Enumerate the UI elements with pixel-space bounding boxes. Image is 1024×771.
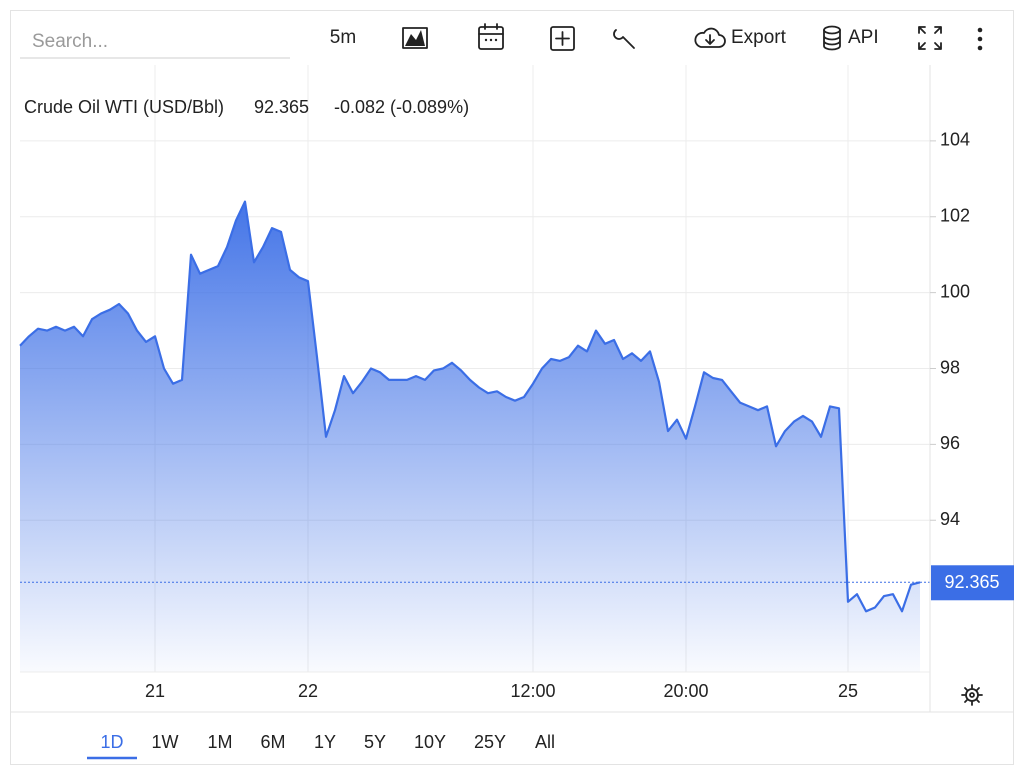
range-button[interactable]: 1Y (314, 732, 336, 752)
price-line (19, 200, 921, 613)
compare-icon[interactable] (550, 26, 575, 51)
instrument-title: Crude Oil WTI (USD/Bbl) (24, 97, 224, 117)
api-button[interactable]: API (823, 25, 879, 51)
calendar-icon[interactable] (478, 23, 504, 50)
y-tick-label: 100 (940, 281, 970, 301)
chart-settings-icon[interactable] (961, 684, 983, 706)
range-button[interactable]: 1W (152, 732, 179, 752)
header-change: -0.082 (-0.089%) (334, 97, 469, 117)
api-label[interactable]: API (848, 27, 879, 48)
range-button[interactable]: 6M (260, 732, 285, 752)
last-price-tag (931, 565, 1014, 601)
x-tick-label: 12:00 (510, 681, 555, 701)
range-button[interactable]: 5Y (364, 732, 386, 752)
range-button[interactable]: 1D (100, 732, 123, 752)
export-button[interactable]: Export (694, 27, 787, 48)
settings-wrench-icon[interactable] (613, 29, 635, 49)
header-last-price: 92.365 (254, 97, 309, 117)
range-bar: 1D 1W 1M 6M 1Y 5Y 10Y 25Y All (87, 732, 555, 760)
more-menu-icon[interactable] (977, 27, 983, 51)
y-tick-label: 96 (940, 433, 960, 453)
interval-button[interactable]: 5m (330, 27, 356, 48)
range-button[interactable]: All (535, 732, 555, 752)
y-tick-label: 94 (940, 509, 960, 529)
x-tick-label: 21 (145, 681, 165, 701)
x-tick-label: 25 (838, 681, 858, 701)
area-fill (20, 201, 920, 672)
range-button[interactable]: 25Y (474, 732, 506, 752)
x-tick-label: 20:00 (663, 681, 708, 701)
search-placeholder[interactable]: Search... (32, 31, 108, 52)
search-box[interactable]: Search... (20, 31, 290, 59)
last-price-label: 92.365 (944, 572, 999, 592)
plot (19, 200, 930, 672)
x-tick-label: 22 (298, 681, 318, 701)
fullscreen-icon[interactable] (918, 26, 942, 50)
y-tick-label: 98 (940, 357, 960, 377)
axes: 94 96 98 100 102 104 21 22 12:00 20:00 25 92.365 (145, 130, 1014, 701)
y-tick-label: 104 (940, 130, 970, 150)
range-button[interactable]: 1M (207, 732, 232, 752)
chart-type-icon[interactable] (402, 27, 428, 49)
export-label[interactable]: Export (731, 27, 787, 48)
y-tick-label: 102 (940, 206, 970, 226)
range-button[interactable]: 10Y (414, 732, 446, 752)
